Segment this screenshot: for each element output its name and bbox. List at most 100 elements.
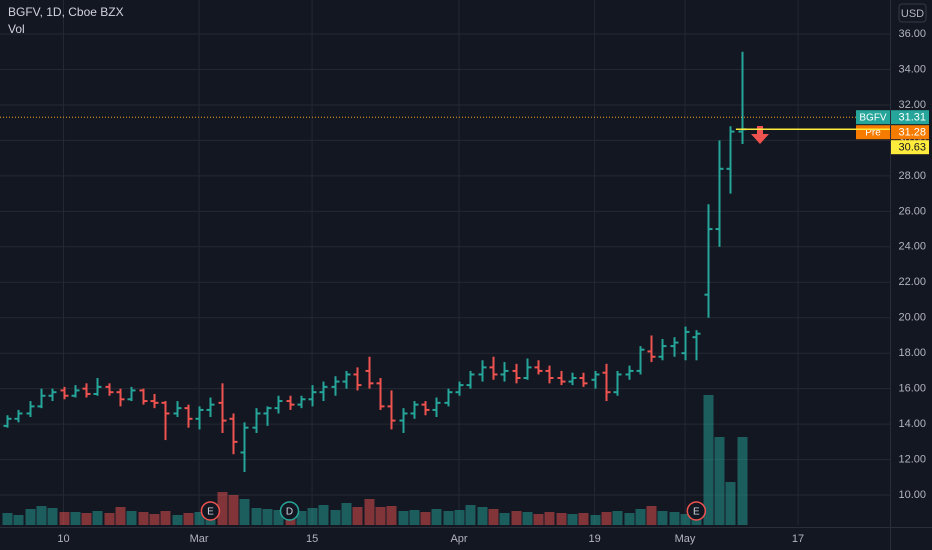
- volume-bar: [398, 511, 409, 525]
- x-tick-label: 17: [792, 533, 804, 545]
- price-badge-name-text: BGFV: [859, 112, 887, 123]
- volume-bar: [646, 506, 657, 525]
- volume-bar: [115, 507, 126, 525]
- volume-bar: [443, 511, 454, 525]
- event-marker[interactable]: [200, 501, 221, 521]
- symbol-title: BGFV, 1D, Cboe BZX: [8, 5, 124, 19]
- volume-bar: [477, 507, 488, 525]
- x-tick-label: Mar: [190, 533, 209, 545]
- y-tick-label: 20.00: [898, 312, 926, 324]
- y-tick-label: 14.00: [898, 418, 926, 430]
- price-badge-value: 31.28: [898, 127, 926, 139]
- volume-bar: [330, 510, 341, 525]
- volume-bar: [251, 508, 262, 525]
- volume-bar: [239, 499, 250, 525]
- volume-bar: [488, 509, 499, 525]
- volume-legend: Vol: [8, 22, 25, 36]
- x-tick-label: 19: [588, 533, 600, 545]
- volume-bar: [567, 514, 578, 525]
- volume-bar: [228, 495, 239, 525]
- price-badge: [891, 110, 929, 125]
- y-tick-label: 28.00: [898, 170, 926, 182]
- currency[interactable]: USD: [901, 8, 924, 20]
- volume-bar: [2, 513, 13, 525]
- y-tick-label: 34.00: [898, 63, 926, 75]
- volume-bar: [511, 511, 522, 525]
- volume-bar: [465, 505, 476, 525]
- price-badge-name: [856, 110, 890, 125]
- volume-bar: [217, 492, 228, 525]
- volume-bar: [590, 515, 601, 525]
- volume-bar: [556, 513, 567, 525]
- volume-bar: [262, 509, 273, 525]
- volume-bar: [296, 511, 307, 525]
- volume-bar: [454, 510, 465, 525]
- volume-bar: [160, 511, 171, 525]
- volume-bar: [138, 512, 149, 525]
- price-badge-name-text: Pre: [865, 127, 881, 138]
- volume-bar: [409, 510, 420, 525]
- volume-bar: [47, 508, 58, 525]
- volume-bar: [680, 514, 691, 525]
- volume-bar: [431, 509, 442, 525]
- volume-bar: [533, 514, 544, 525]
- y-tick-label: 36.00: [898, 28, 926, 40]
- volume-bar: [601, 512, 612, 525]
- volume-bar: [104, 513, 115, 525]
- volume-bar: [669, 512, 680, 525]
- volume-bar: [737, 437, 748, 525]
- volume-bar: [499, 513, 510, 525]
- event-label[interactable]: D: [286, 507, 293, 518]
- volume-bar: [703, 395, 714, 525]
- event-marker[interactable]: [686, 501, 707, 521]
- y-tick-label: 12.00: [898, 453, 926, 465]
- volume-bar: [81, 513, 92, 525]
- event-label[interactable]: E: [207, 507, 214, 518]
- volume-bar: [522, 512, 533, 525]
- currency-box[interactable]: [898, 3, 927, 23]
- volume-bar: [725, 482, 736, 525]
- y-tick-label: 24.00: [898, 241, 926, 253]
- volume-bar: [126, 511, 137, 525]
- volume-bar: [341, 503, 352, 525]
- price-badge: [891, 140, 929, 155]
- volume-bar: [273, 510, 284, 525]
- volume-bar: [352, 507, 363, 525]
- event-marker[interactable]: [279, 501, 300, 521]
- volume-bar: [307, 508, 318, 525]
- volume-bar: [183, 513, 194, 525]
- y-tick-label: 10.00: [898, 489, 926, 501]
- volume-bar: [375, 507, 386, 525]
- x-tick-label: May: [675, 533, 696, 545]
- down-arrow-icon: [751, 126, 769, 144]
- volume-bar: [13, 515, 24, 525]
- volume-bar: [36, 506, 47, 525]
- y-tick-label: 18.00: [898, 347, 926, 359]
- volume-bar: [714, 437, 725, 525]
- volume-bar: [624, 513, 635, 525]
- volume-bar: [612, 511, 623, 525]
- y-tick-label: 16.00: [898, 383, 926, 395]
- price-pane: [3, 51, 747, 472]
- volume-bar: [386, 506, 397, 525]
- y-tick-label: 22.00: [898, 276, 926, 288]
- volume-bar: [657, 511, 668, 525]
- volume-bar: [635, 509, 646, 525]
- volume-bar: [318, 505, 329, 525]
- event-label[interactable]: E: [693, 507, 700, 518]
- volume-bar: [172, 515, 183, 525]
- volume-bar: [92, 511, 103, 525]
- volume-bar: [544, 512, 555, 525]
- y-tick-label: 32.00: [898, 99, 926, 111]
- volume-bar: [194, 512, 205, 525]
- volume-bar: [364, 499, 375, 525]
- volume-bar: [578, 513, 589, 525]
- volume-bar: [25, 509, 36, 525]
- x-tick-label: 15: [306, 533, 318, 545]
- price-badge: [891, 125, 929, 140]
- volume-bar: [420, 512, 431, 525]
- volume-bar: [70, 512, 81, 525]
